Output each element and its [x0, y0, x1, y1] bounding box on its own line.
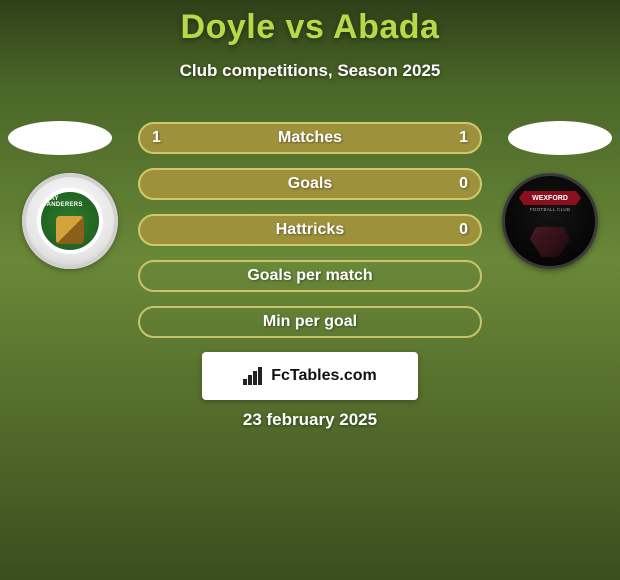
bar-chart-icon — [243, 367, 265, 385]
club-crest-right-label: WEXFORD — [519, 191, 581, 205]
player-left-avatar — [8, 121, 112, 155]
footer-date: 23 february 2025 — [0, 410, 620, 430]
stat-value-right: 0 — [459, 175, 468, 193]
stat-label: Goals per match — [247, 267, 372, 285]
stat-label: Matches — [278, 129, 342, 147]
stats-panel: 1 Matches 1 Goals 0 Hattricks 0 Goals pe… — [138, 122, 482, 352]
subtitle: Club competitions, Season 2025 — [0, 61, 620, 81]
club-crest-left: BRAY WANDERERS — [22, 173, 118, 269]
club-crest-right-inner: WEXFORD FOOTBALL CLUB — [514, 185, 586, 257]
stat-row-min-per-goal: Min per goal — [138, 306, 482, 338]
club-crest-right: WEXFORD FOOTBALL CLUB — [502, 173, 598, 269]
stat-value-right: 0 — [459, 221, 468, 239]
stat-label: Goals — [288, 175, 332, 193]
club-crest-left-shape — [56, 216, 84, 244]
club-crest-left-label: BRAY WANDERERS — [41, 196, 99, 208]
club-crest-right-shape — [530, 227, 570, 257]
stat-row-goals: Goals 0 — [138, 168, 482, 200]
club-crest-left-inner: BRAY WANDERERS — [37, 188, 103, 254]
club-crest-right-sub: FOOTBALL CLUB — [530, 207, 571, 212]
stat-value-right: 1 — [459, 129, 468, 147]
stat-row-matches: 1 Matches 1 — [138, 122, 482, 154]
stat-row-goals-per-match: Goals per match — [138, 260, 482, 292]
stat-label: Min per goal — [263, 313, 357, 331]
player-right-avatar — [508, 121, 612, 155]
root-container: Doyle vs Abada Club competitions, Season… — [0, 0, 620, 580]
stat-value-left: 1 — [152, 129, 161, 147]
page-title: Doyle vs Abada — [0, 8, 620, 47]
stat-row-hattricks: Hattricks 0 — [138, 214, 482, 246]
branding-box: FcTables.com — [202, 352, 418, 400]
stat-label: Hattricks — [276, 221, 344, 239]
branding-text: FcTables.com — [271, 367, 377, 385]
